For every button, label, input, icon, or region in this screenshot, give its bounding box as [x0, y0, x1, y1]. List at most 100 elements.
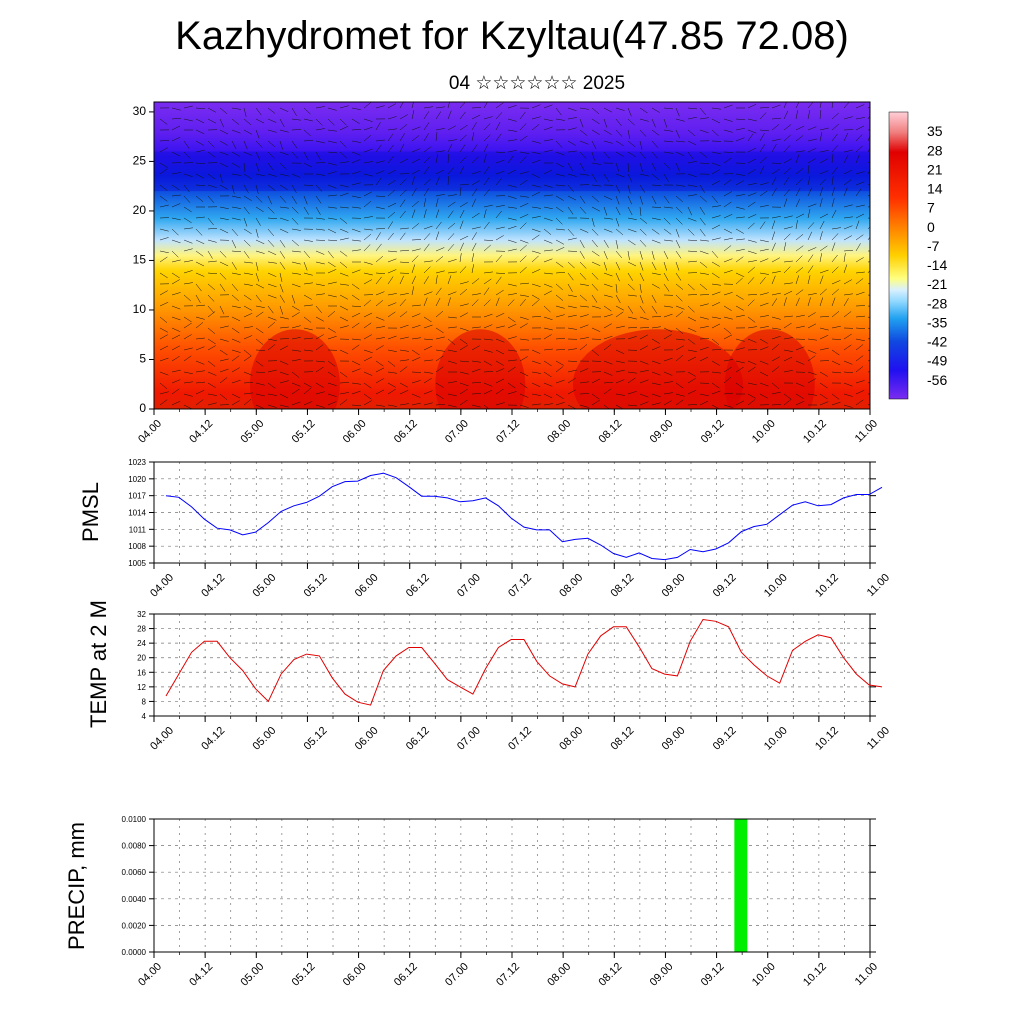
wind-vector [363, 173, 373, 177]
wind-vector [555, 184, 566, 187]
wind-vector [255, 349, 266, 351]
wind-vector [279, 360, 289, 365]
wind-vector [291, 195, 297, 204]
wind-vector [303, 239, 313, 242]
wind-vector [363, 191, 373, 197]
wind-vector [267, 305, 274, 314]
wind-vector [459, 242, 464, 252]
wind-vector [819, 109, 822, 120]
wind-vector [507, 283, 517, 287]
wind-vector [207, 184, 217, 188]
wind-vector [579, 344, 588, 351]
wind-vector [303, 294, 312, 300]
wind-vector [867, 327, 870, 330]
wind-vector [327, 107, 337, 111]
wind-vector [159, 327, 169, 333]
wind-vector [399, 232, 406, 241]
wind-vector [651, 107, 660, 113]
wind-vector [243, 313, 253, 318]
wind-vector [627, 140, 636, 147]
wind-vector [711, 205, 721, 208]
wind-vector [303, 316, 312, 323]
wind-vector [315, 162, 326, 164]
wind-vector [723, 316, 733, 320]
wind-vector [687, 173, 697, 178]
wind-vector [363, 135, 372, 142]
wind-vector [207, 393, 217, 396]
wind-vector [639, 334, 649, 340]
wind-vector [291, 325, 301, 329]
wind-vector [327, 327, 336, 333]
wind-vector [483, 271, 493, 274]
wind-vector [303, 382, 312, 388]
wind-vector [495, 235, 504, 241]
wind-vector [351, 368, 361, 373]
wind-vector [747, 214, 757, 219]
wind-vector [231, 162, 240, 168]
wind-vector [243, 107, 247, 117]
wind-vector [723, 359, 733, 362]
wind-vector [819, 316, 830, 318]
wind-vector [387, 335, 397, 340]
wind-vector [195, 390, 205, 395]
wind-vector [711, 151, 721, 155]
wind-vector [819, 149, 829, 153]
wind-vector [783, 322, 792, 329]
wind-vector [795, 360, 805, 365]
wind-vector [507, 155, 514, 164]
wind-vector [519, 135, 528, 142]
wind-vector [759, 371, 769, 377]
wind-vector [411, 275, 417, 285]
wind-vector [243, 195, 252, 201]
wind-vector [531, 124, 540, 131]
wind-vector [483, 299, 491, 307]
wind-vector [255, 327, 264, 334]
wind-vector [519, 356, 528, 362]
wind-vector [711, 118, 721, 124]
wind-vector [543, 217, 553, 222]
wind-vector [471, 226, 481, 230]
wind-vector [483, 123, 491, 131]
wind-vector [375, 345, 384, 351]
wind-vector [675, 311, 684, 318]
wind-vector [279, 316, 289, 320]
wind-vector [651, 315, 662, 318]
wind-vector [675, 195, 683, 203]
wind-vector [471, 299, 479, 307]
wind-vector [519, 156, 527, 164]
wind-vector [675, 217, 683, 225]
wind-vector [399, 366, 408, 373]
wind-vector [507, 105, 517, 109]
wind-vector [351, 107, 361, 110]
colorbar-label: -42 [927, 334, 947, 350]
wind-vector [843, 116, 853, 120]
wind-vector [207, 162, 218, 164]
temp-grid [154, 613, 870, 717]
wind-vector [207, 118, 217, 124]
wind-vector [411, 188, 417, 197]
wind-vector [855, 344, 864, 351]
wind-vector [591, 283, 599, 291]
wind-vector [687, 250, 698, 253]
wind-vector [471, 170, 481, 175]
wind-vector [639, 184, 646, 193]
x-tick-label: 11.00 [865, 725, 892, 752]
wind-vector [339, 237, 349, 241]
wind-vector [591, 305, 601, 309]
wind-vector [771, 216, 781, 219]
wind-vector [399, 124, 408, 131]
wind-vector [363, 102, 372, 109]
wind-vector [855, 220, 860, 230]
wind-vector [615, 311, 624, 318]
wind-vector [867, 236, 870, 241]
wind-vector [795, 275, 800, 285]
colorbar-label: -14 [927, 257, 947, 273]
wind-vector [447, 125, 457, 131]
wind-vector [363, 382, 372, 389]
wind-vector [159, 391, 169, 395]
wind-vector [183, 184, 190, 193]
wind-vector [267, 217, 278, 219]
wind-vector [603, 404, 610, 409]
